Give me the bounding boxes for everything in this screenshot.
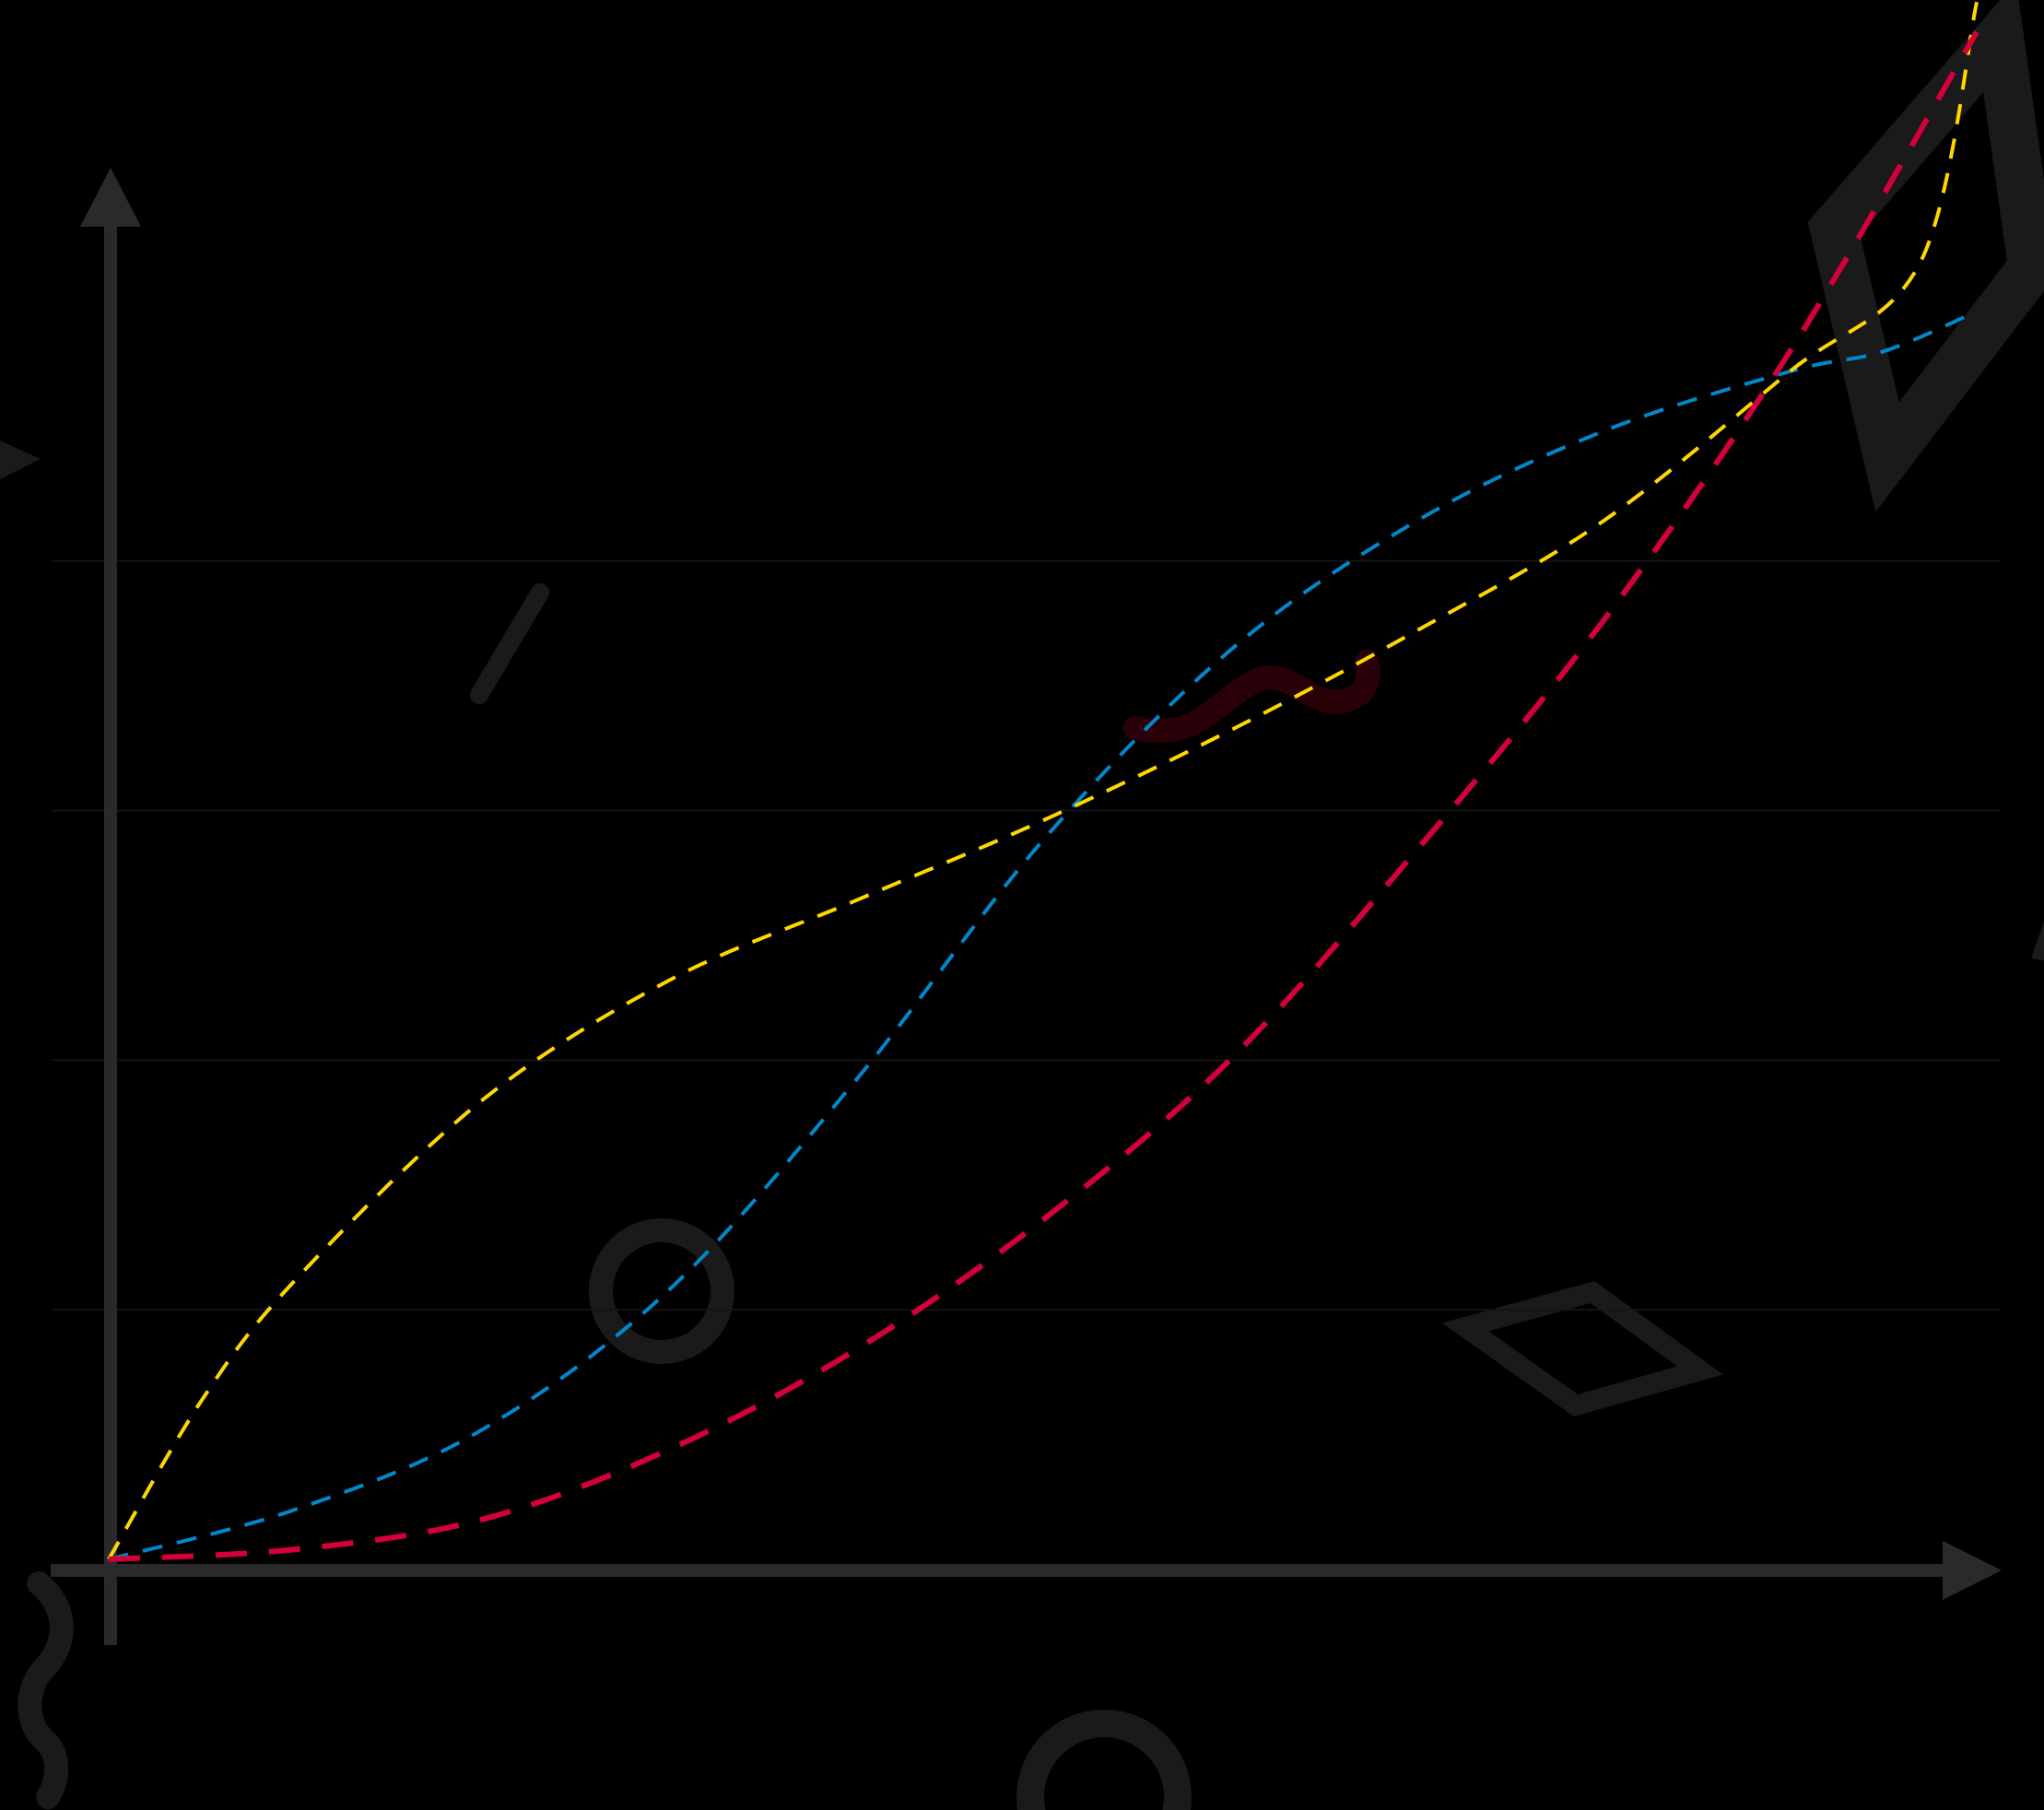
series-line-2 <box>108 30 1979 1562</box>
kite-shape <box>1807 0 2044 512</box>
series-line-1 <box>107 1 1979 1561</box>
gridlines <box>53 559 2000 1311</box>
diamond-shape <box>1441 1280 1723 1417</box>
wave-shape-left <box>18 1571 74 1809</box>
squiggle-shape <box>1123 650 1380 743</box>
x-axis-arrow <box>1943 1541 2002 1600</box>
axes <box>51 168 2002 1645</box>
ring-shape-bottom <box>1016 1710 1192 1810</box>
slash-shape <box>470 583 549 704</box>
ring-shape-middle <box>589 1218 734 1364</box>
y-axis-arrow <box>80 168 141 227</box>
triangle-shape-left <box>0 441 41 479</box>
triangle-shape-right <box>2031 922 2044 960</box>
series-group <box>107 1 1979 1562</box>
